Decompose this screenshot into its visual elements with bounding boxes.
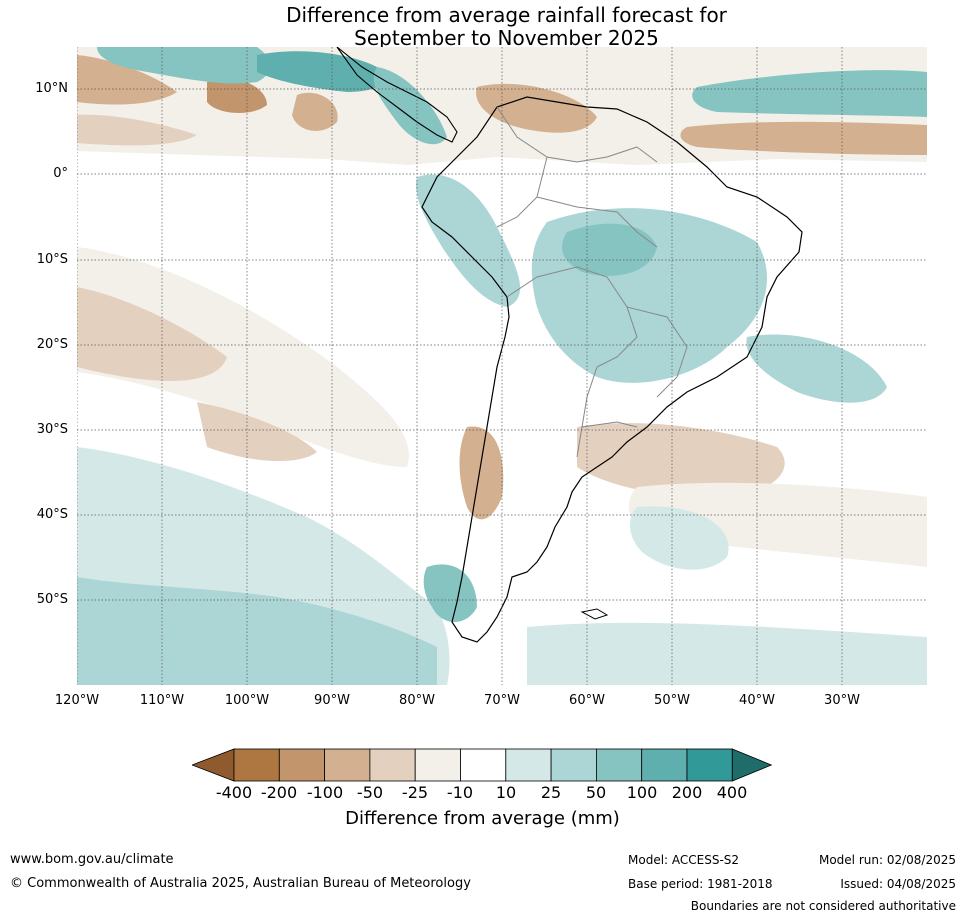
region-pacific-brown-2 [197,402,317,462]
model-name: Model: ACCESS-S2 [628,853,740,867]
region-south-atlantic-teal [630,506,729,570]
region-south-atlantic-teal-2 [527,622,927,685]
region-andes-teal [416,174,521,307]
lon-label-50w: 50°W [654,693,690,708]
base-period: Base period: 1981-2018 [628,877,773,891]
region-north-teal-2 [257,51,386,92]
region-amazon-teal-core [562,223,657,276]
colorbar-tick: 400 [716,783,748,802]
colorbar-label: Difference from average (mm) [345,808,620,829]
colorbar-tick: 200 [671,783,703,802]
lon-label-110w: 110°W [139,693,185,708]
colorbar-cell [505,748,552,782]
colorbar-tick: -100 [306,783,344,802]
lat-label-40s: 40°S [36,507,68,522]
region-atlantic-teal [692,70,927,117]
region-north-brown-2 [77,114,197,146]
lon-label-120w: 120°W [54,693,100,708]
lat-label-10n: 10°N [35,81,68,96]
issued-date: Issued: 04/08/2025 [840,877,956,891]
colorbar-cell [369,748,416,782]
colorbar-cell [550,748,597,782]
lat-label-50s: 50°S [36,592,68,607]
region-north-teal-3 [373,67,447,145]
region-north-brown-3 [207,78,267,113]
colorbar-tick: 10 [495,783,517,802]
region-atlantic-brown [680,121,927,155]
colorbar-cell [595,748,643,782]
boundaries-disclaimer: Boundaries are not considered authoritat… [690,899,956,913]
colorbar-tick: 25 [540,783,562,802]
country-borders [496,106,688,458]
colorbar-cell [414,748,461,782]
colorbar-cell [460,748,507,782]
region-uruguay-brown [577,423,785,498]
region-cape-horn-teal [423,564,477,622]
colorbar-extend-low [192,748,235,782]
coastline-south-america [421,96,803,643]
lon-label-60w: 60°W [569,693,605,708]
title-line-1: Difference from average rainfall forecas… [286,3,727,27]
colorbar-cell [278,748,326,782]
region-patagonia-brown [459,426,504,520]
colorbar-tick: -50 [356,783,384,802]
region-north-brown-4 [292,92,338,131]
title-line-2: September to November 2025 [354,26,659,50]
lat-label-30s: 30°S [36,422,68,437]
region-south-pacific-teal [77,577,437,685]
colorbar-tick: -400 [215,783,253,802]
colorbar-extend-high [731,748,773,782]
region-north-brown-1 [77,55,177,105]
lon-label-90w: 90°W [314,693,350,708]
region-southeast-brazil-teal [746,334,887,403]
colorbar-cell [233,748,280,782]
colorbar [192,748,773,782]
colorbar-tick: -200 [260,783,298,802]
colorbar-cell [686,748,733,782]
lat-label-10s: 10°S [36,252,68,267]
map-canvas [77,47,927,685]
lon-label-70w: 70°W [484,693,520,708]
lat-label-0: 0° [53,166,68,181]
website-link[interactable]: www.bom.gov.au/climate [10,852,174,867]
colorbar-tick: -10 [446,783,474,802]
colorbar-cell [324,748,371,782]
lon-label-100w: 100°W [224,693,270,708]
lon-label-30w: 30°W [824,693,860,708]
colorbar-tick: 50 [585,783,607,802]
colorbar-tick: 100 [626,783,658,802]
copyright-text: © Commonwealth of Australia 2025, Austra… [10,876,471,891]
colorbar-tick: -25 [401,783,429,802]
region-north-teal-1 [97,47,271,84]
map-title: Difference from average rainfall forecas… [0,4,965,50]
lon-label-40w: 40°W [739,693,775,708]
graticule [77,47,927,685]
lat-label-20s: 20°S [36,337,68,352]
falkland-islands [580,608,609,620]
region-pacific-brown [77,287,227,381]
rainfall-map [77,47,927,685]
colorbar-cell [641,748,688,782]
lon-label-80w: 80°W [399,693,435,708]
region-atlantic-south-light [628,482,927,567]
coastline-central-america [336,47,458,143]
region-pacific-light-brown [77,247,409,467]
model-run: Model run: 02/08/2025 [818,853,956,867]
